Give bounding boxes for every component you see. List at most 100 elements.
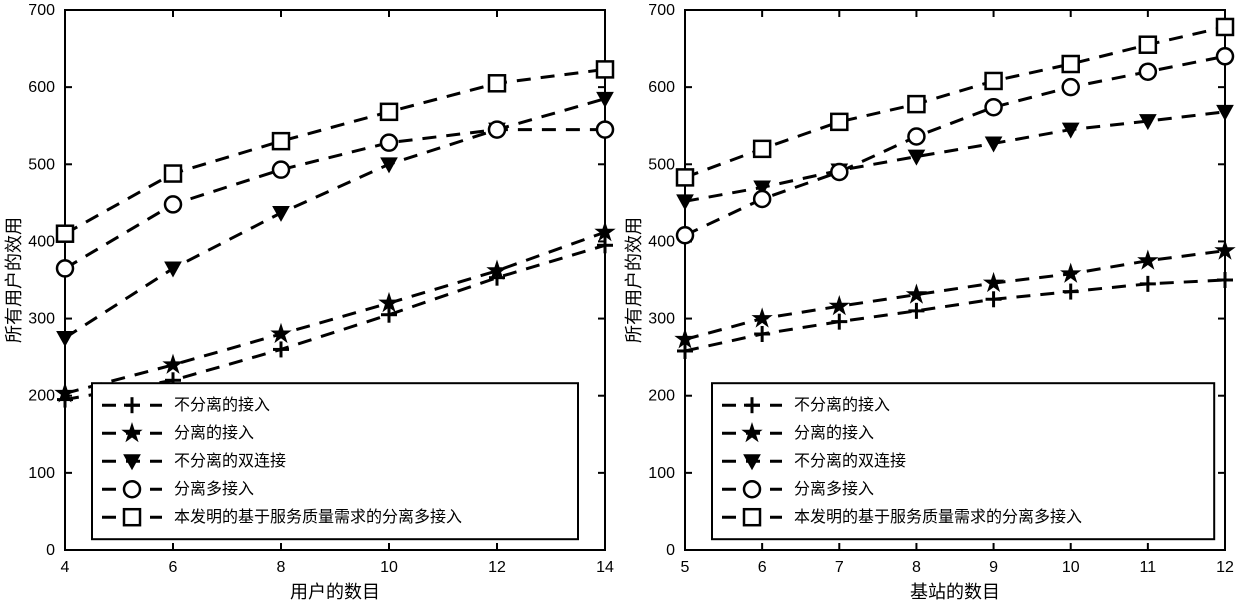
series-line <box>65 245 605 399</box>
plus-icon <box>1140 276 1156 292</box>
y-tick-label: 600 <box>28 79 55 96</box>
circle-icon <box>124 481 140 497</box>
triangle-down-icon <box>1217 105 1233 119</box>
x-tick-label: 10 <box>1062 559 1080 576</box>
circle-icon <box>986 99 1002 115</box>
left-chart-panel: 4681012140100200300400500600700用户的数目所有用户… <box>0 0 620 609</box>
square-icon <box>831 114 847 130</box>
circle-icon <box>831 164 847 180</box>
x-tick-label: 12 <box>1216 559 1234 576</box>
right-chart-panel: 567891011120100200300400500600700基站的数目所有… <box>620 0 1240 609</box>
star-icon <box>907 285 925 302</box>
circle-icon <box>489 122 505 138</box>
plus-icon <box>273 341 289 357</box>
square-icon <box>754 141 770 157</box>
y-tick-label: 100 <box>648 465 675 482</box>
series-line <box>65 232 605 393</box>
y-tick-label: 700 <box>28 2 55 19</box>
y-tick-label: 0 <box>46 542 55 559</box>
legend-label: 分离多接入 <box>174 480 254 498</box>
square-icon <box>57 226 73 242</box>
x-tick-label: 8 <box>277 559 286 576</box>
plus-icon <box>1217 272 1233 288</box>
square-icon <box>1217 19 1233 35</box>
circle-icon <box>1140 64 1156 80</box>
y-tick-label: 600 <box>648 79 675 96</box>
star-icon <box>1139 251 1157 268</box>
x-tick-label: 5 <box>681 559 690 576</box>
x-tick-label: 4 <box>61 559 70 576</box>
y-tick-label: 100 <box>28 465 55 482</box>
legend-label: 不分离的接入 <box>174 396 270 414</box>
x-tick-label: 8 <box>912 559 921 576</box>
x-tick-label: 6 <box>169 559 178 576</box>
square-icon <box>273 133 289 149</box>
square-icon <box>489 75 505 91</box>
y-tick-label: 300 <box>28 311 55 328</box>
x-tick-label: 14 <box>596 559 614 576</box>
triangle-down-icon <box>57 331 73 345</box>
circle-icon <box>744 481 760 497</box>
circle-icon <box>381 135 397 151</box>
square-icon <box>381 104 397 120</box>
legend-label: 不分离的双连接 <box>794 452 906 470</box>
plus-icon <box>831 314 847 330</box>
y-axis-label: 所有用户的效用 <box>624 217 644 343</box>
y-tick-label: 400 <box>648 233 675 250</box>
legend-label: 分离的接入 <box>174 424 254 442</box>
circle-icon <box>57 260 73 276</box>
square-icon <box>1063 56 1079 72</box>
y-axis-label: 所有用户的效用 <box>4 217 24 343</box>
circle-icon <box>165 196 181 212</box>
plus-icon <box>908 303 924 319</box>
legend-label: 本发明的基于服务质量需求的分离多接入 <box>174 508 462 526</box>
y-tick-label: 500 <box>28 156 55 173</box>
y-tick-label: 500 <box>648 156 675 173</box>
circle-icon <box>1063 79 1079 95</box>
circle-icon <box>1217 48 1233 64</box>
circle-icon <box>908 129 924 145</box>
square-icon <box>124 509 140 525</box>
x-tick-label: 11 <box>1140 559 1157 576</box>
plus-icon <box>677 343 693 359</box>
legend-label: 不分离的接入 <box>794 396 890 414</box>
star-icon <box>753 309 771 326</box>
square-icon <box>986 73 1002 89</box>
star-icon <box>164 355 182 372</box>
square-icon <box>1140 37 1156 53</box>
x-tick-label: 9 <box>989 559 998 576</box>
circle-icon <box>754 191 770 207</box>
x-tick-label: 6 <box>758 559 767 576</box>
star-icon <box>984 273 1002 290</box>
star-icon <box>1062 264 1080 281</box>
plus-icon <box>754 326 770 342</box>
triangle-down-icon <box>908 150 924 164</box>
star-icon <box>830 297 848 314</box>
legend-label: 分离多接入 <box>794 480 874 498</box>
series-line <box>65 99 605 338</box>
square-icon <box>165 166 181 182</box>
triangle-down-icon <box>165 262 181 276</box>
triangle-down-icon <box>381 158 397 172</box>
x-tick-label: 7 <box>835 559 844 576</box>
plus-icon <box>986 291 1002 307</box>
legend-label: 不分离的双连接 <box>174 452 286 470</box>
y-tick-label: 400 <box>28 233 55 250</box>
triangle-down-icon <box>677 195 693 209</box>
y-tick-label: 200 <box>28 388 55 405</box>
legend-label: 本发明的基于服务质量需求的分离多接入 <box>794 508 1082 526</box>
triangle-down-icon <box>273 206 289 220</box>
star-icon <box>272 324 290 341</box>
plus-icon <box>381 307 397 323</box>
plus-icon <box>1063 284 1079 300</box>
legend-label: 分离的接入 <box>794 424 874 442</box>
circle-icon <box>597 122 613 138</box>
x-axis-label: 用户的数目 <box>290 582 380 602</box>
y-tick-label: 300 <box>648 311 675 328</box>
y-tick-label: 700 <box>648 2 675 19</box>
x-axis-label: 基站的数目 <box>910 582 1000 602</box>
circle-icon <box>273 162 289 178</box>
triangle-down-icon <box>986 137 1002 151</box>
circle-icon <box>677 227 693 243</box>
y-tick-label: 0 <box>666 542 675 559</box>
